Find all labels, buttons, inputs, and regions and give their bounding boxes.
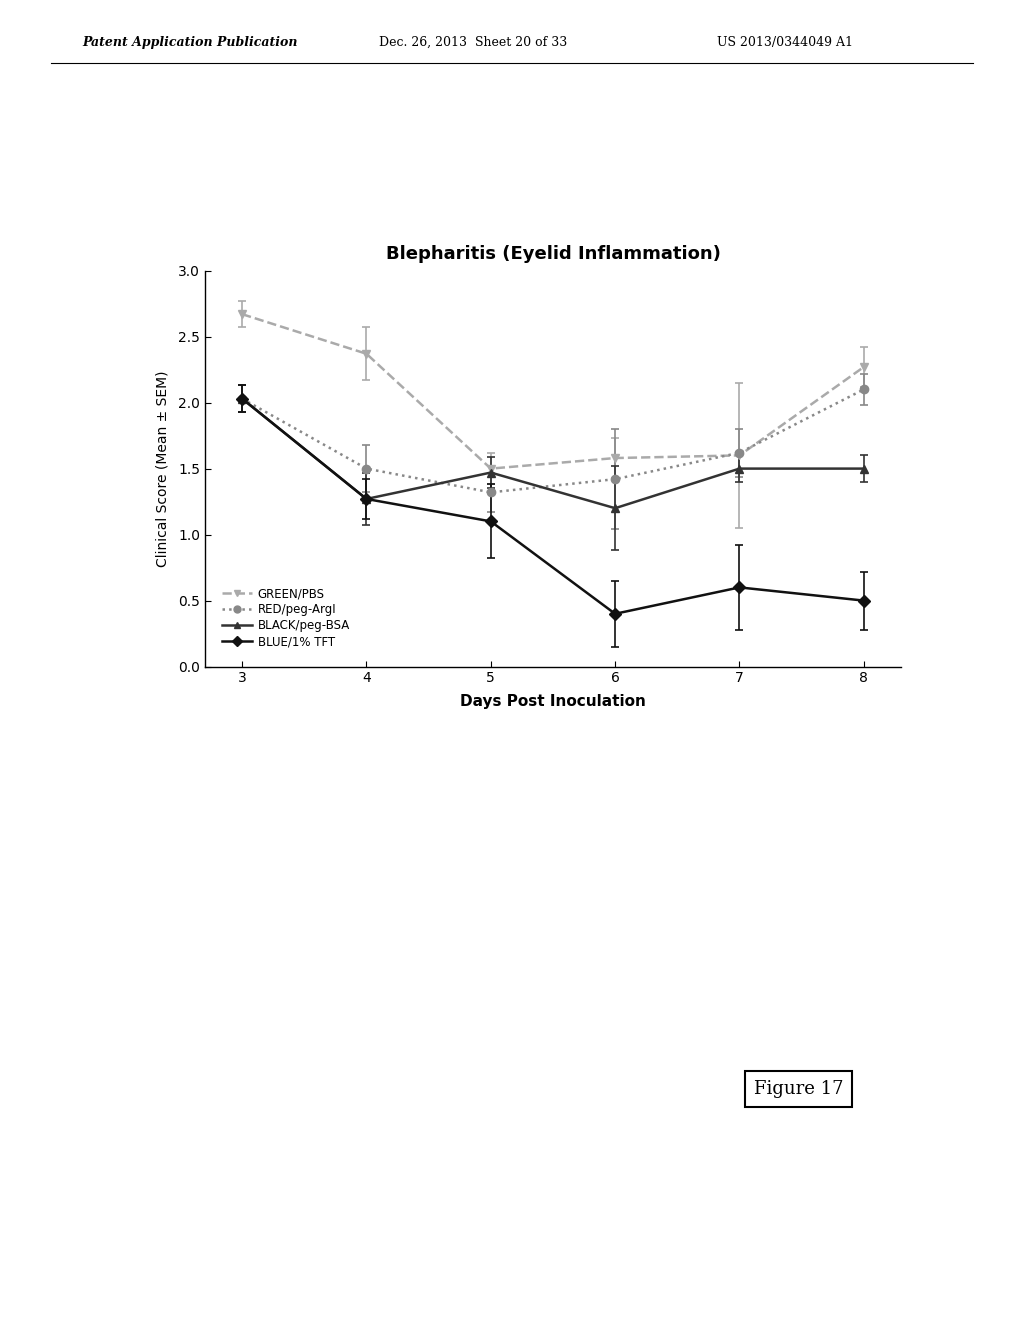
X-axis label: Days Post Inoculation: Days Post Inoculation (460, 694, 646, 709)
Text: Patent Application Publication: Patent Application Publication (82, 36, 297, 49)
Text: Dec. 26, 2013  Sheet 20 of 33: Dec. 26, 2013 Sheet 20 of 33 (379, 36, 567, 49)
Title: Blepharitis (Eyelid Inflammation): Blepharitis (Eyelid Inflammation) (385, 246, 721, 264)
Y-axis label: Clinical Score (Mean ± SEM): Clinical Score (Mean ± SEM) (156, 371, 170, 566)
Legend: GREEN/PBS, RED/peg-ArgI, BLACK/peg-BSA, BLUE/1% TFT: GREEN/PBS, RED/peg-ArgI, BLACK/peg-BSA, … (218, 582, 354, 653)
Text: Figure 17: Figure 17 (754, 1080, 844, 1098)
Text: US 2013/0344049 A1: US 2013/0344049 A1 (717, 36, 853, 49)
